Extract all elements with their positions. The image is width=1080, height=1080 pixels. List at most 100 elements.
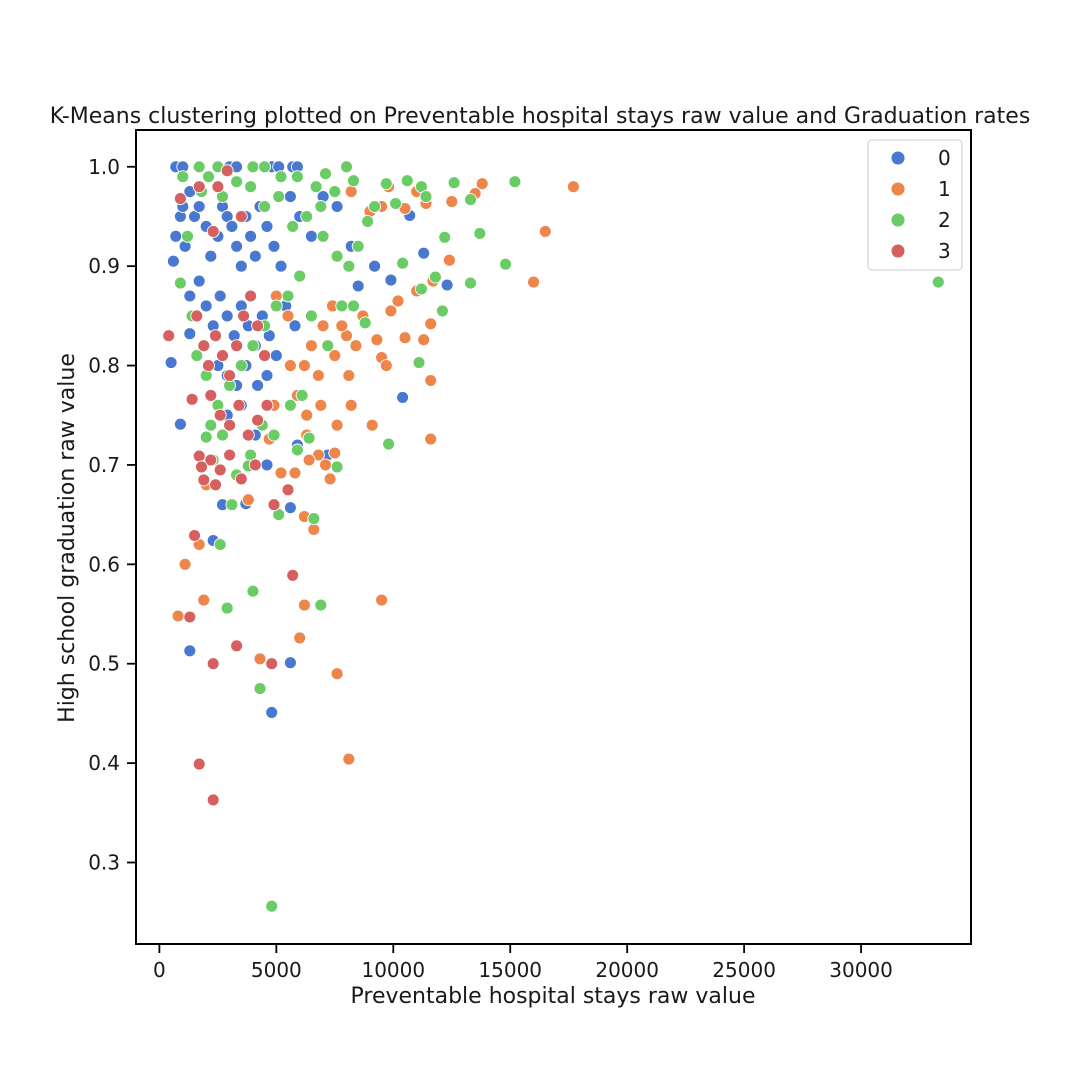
- point-cluster-0: [351, 279, 365, 293]
- point-cluster-2: [258, 200, 272, 213]
- point-cluster-3: [213, 463, 227, 477]
- legend-label-0: 0: [938, 146, 951, 170]
- point-cluster-0: [234, 259, 248, 273]
- point-cluster-2: [314, 598, 328, 612]
- point-cluster-2: [216, 428, 229, 442]
- point-cluster-3: [237, 309, 251, 323]
- point-cluster-3: [197, 473, 211, 487]
- point-cluster-3: [173, 192, 187, 206]
- y-tick-label: 0.6: [88, 552, 120, 576]
- point-cluster-2: [351, 239, 365, 253]
- point-cluster-2: [304, 309, 318, 323]
- point-cluster-2: [269, 299, 283, 313]
- point-cluster-1: [391, 294, 405, 308]
- point-cluster-0: [260, 458, 274, 472]
- point-cluster-1: [527, 275, 541, 289]
- point-cluster-0: [166, 254, 180, 268]
- point-cluster-2: [234, 359, 248, 373]
- point-cluster-1: [330, 418, 344, 432]
- point-cluster-3: [195, 460, 208, 474]
- x-tick-label: 30000: [829, 958, 893, 982]
- point-cluster-0: [267, 239, 281, 253]
- point-cluster-2: [368, 200, 382, 213]
- point-cluster-3: [192, 449, 206, 463]
- point-cluster-3: [206, 224, 220, 238]
- point-cluster-0: [265, 705, 279, 719]
- point-cluster-2: [340, 160, 353, 174]
- point-cluster-3: [206, 657, 220, 671]
- point-cluster-0: [248, 249, 262, 263]
- point-cluster-3: [162, 329, 176, 343]
- point-cluster-2: [290, 443, 304, 457]
- point-cluster-2: [328, 185, 342, 199]
- point-cluster-2: [319, 167, 332, 181]
- point-cluster-0: [199, 299, 213, 313]
- point-cluster-1: [417, 333, 431, 347]
- point-cluster-1: [304, 339, 318, 353]
- point-cluster-2: [309, 180, 323, 194]
- point-cluster-3: [197, 339, 211, 353]
- point-cluster-2: [428, 270, 442, 284]
- point-cluster-2: [400, 174, 414, 188]
- point-cluster-1: [335, 319, 349, 333]
- legend-label-1: 1: [938, 177, 951, 201]
- point-cluster-3: [188, 529, 201, 542]
- x-tick-label: 10000: [361, 958, 425, 982]
- point-cluster-2: [173, 276, 187, 290]
- y-tick-label: 0.7: [88, 453, 120, 477]
- point-cluster-2: [246, 160, 260, 174]
- point-cluster-0: [220, 309, 234, 323]
- point-cluster-3: [244, 289, 258, 303]
- point-cluster-1: [344, 185, 358, 199]
- point-cluster-0: [251, 378, 265, 392]
- point-cluster-1: [293, 631, 307, 645]
- points-layer: [162, 160, 945, 913]
- point-cluster-2: [330, 249, 344, 263]
- point-cluster-2: [382, 437, 396, 451]
- point-cluster-3: [202, 359, 215, 373]
- point-cluster-2: [274, 170, 288, 184]
- point-cluster-0: [183, 644, 197, 658]
- point-cluster-0: [283, 656, 297, 670]
- point-cluster-2: [204, 418, 218, 432]
- point-cluster-1: [178, 557, 192, 571]
- point-cluster-0: [283, 501, 297, 515]
- point-cluster-1: [424, 432, 438, 446]
- point-cluster-2: [199, 430, 213, 444]
- point-cluster-3: [220, 164, 234, 178]
- point-cluster-0: [260, 219, 274, 233]
- point-cluster-3: [267, 498, 281, 512]
- point-cluster-2: [176, 170, 190, 184]
- point-cluster-2: [314, 200, 328, 213]
- point-cluster-1: [538, 224, 552, 238]
- point-cluster-2: [295, 388, 309, 402]
- point-cluster-1: [328, 349, 342, 363]
- point-cluster-2: [361, 214, 375, 228]
- point-cluster-1: [370, 333, 384, 347]
- point-cluster-0: [304, 229, 318, 243]
- point-cluster-2: [213, 538, 227, 551]
- y-tick-label: 0.5: [88, 652, 120, 676]
- x-tick-label: 0: [153, 958, 166, 982]
- point-cluster-0: [183, 289, 197, 303]
- point-cluster-1: [328, 446, 342, 460]
- point-cluster-3: [209, 478, 222, 492]
- point-cluster-2: [202, 170, 215, 184]
- point-cluster-1: [283, 359, 297, 373]
- point-cluster-1: [197, 593, 211, 607]
- point-cluster-1: [274, 466, 288, 480]
- legend-marker-1: [890, 181, 906, 197]
- point-cluster-3: [258, 349, 272, 363]
- point-cluster-2: [342, 259, 356, 273]
- point-cluster-3: [211, 180, 225, 194]
- point-cluster-1: [344, 398, 358, 412]
- point-cluster-2: [272, 190, 286, 204]
- x-tick-label: 15000: [478, 958, 542, 982]
- point-cluster-2: [435, 304, 449, 318]
- point-cluster-3: [232, 398, 246, 412]
- point-cluster-2: [190, 349, 204, 363]
- point-cluster-2: [220, 601, 234, 615]
- legend-marker-3: [890, 243, 906, 259]
- point-cluster-2: [438, 230, 452, 244]
